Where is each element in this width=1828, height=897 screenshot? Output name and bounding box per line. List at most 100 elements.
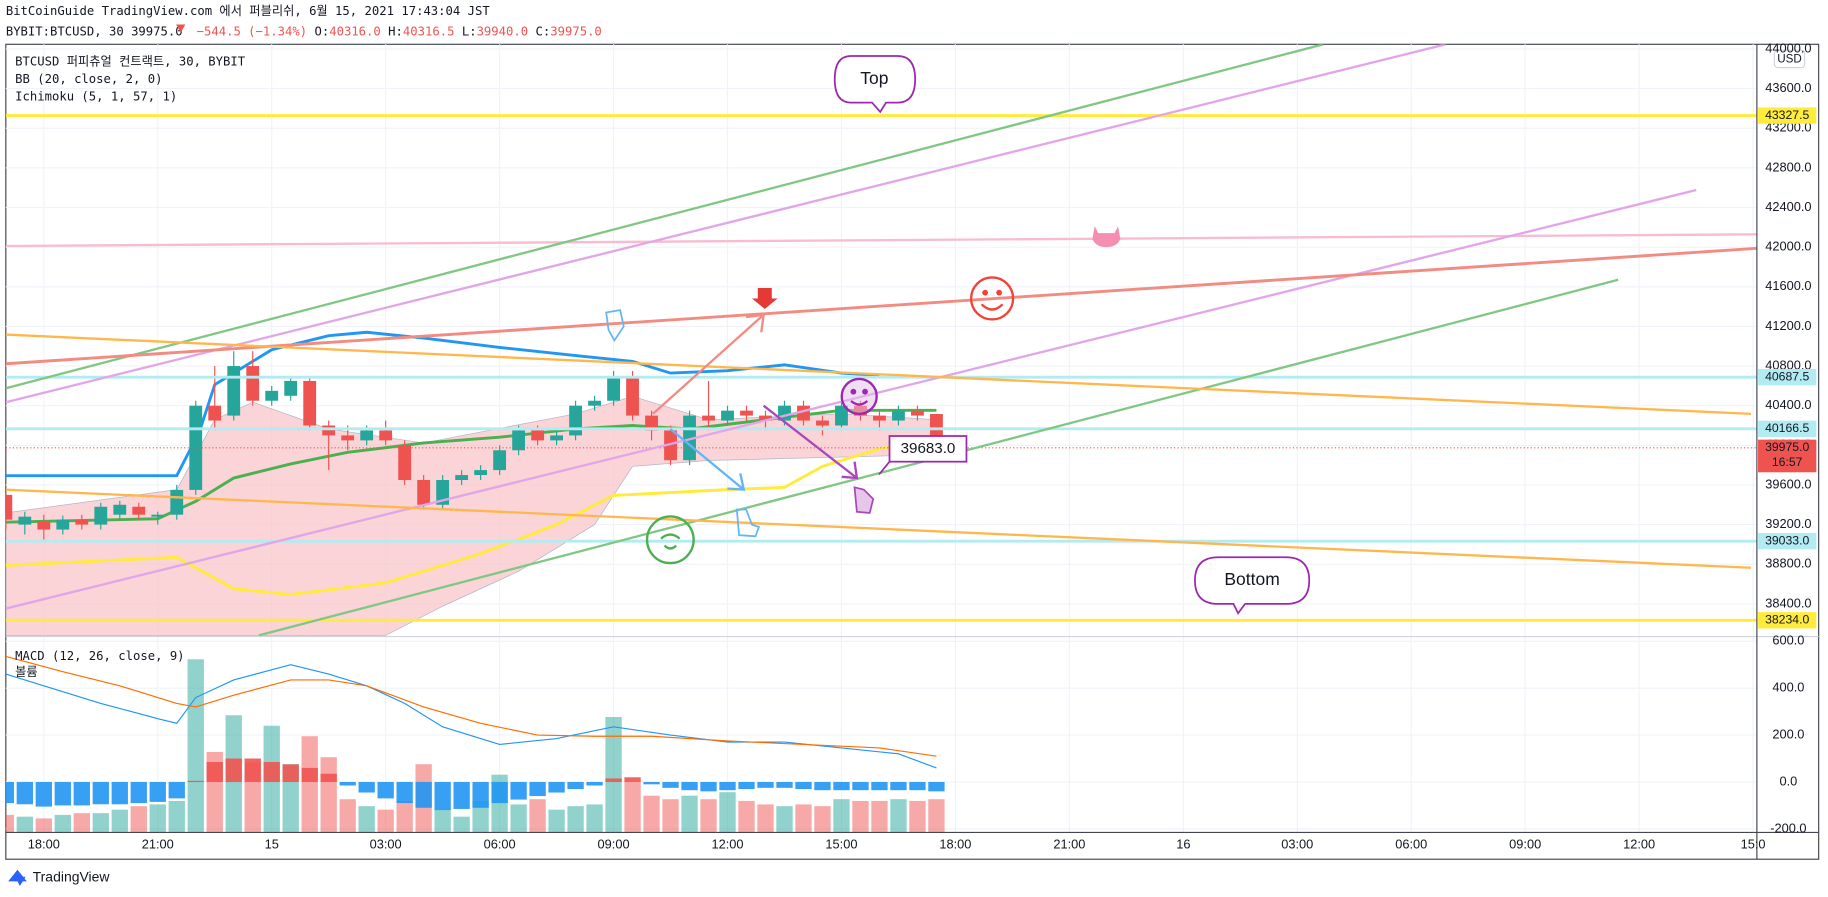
y-tick-label: 200.0 [1772, 726, 1804, 741]
header-title: BitCoinGuide TradingView.com 에서 퍼블리쉬, 6월… [6, 4, 491, 18]
price-label: 40166.5 [1765, 421, 1809, 435]
smiley-purple [840, 377, 878, 416]
last-price-label: 39975.0 [1765, 440, 1809, 454]
candle-body [816, 420, 829, 426]
callout-text: Bottom [1224, 569, 1279, 589]
frame [5, 43, 1820, 860]
volume-bar [453, 816, 470, 833]
down-arrow [751, 287, 778, 309]
histogram-bar [73, 781, 90, 806]
histogram-bar [320, 773, 337, 782]
currency: USD [1777, 53, 1802, 66]
histogram-bar [833, 781, 850, 791]
candle-body [721, 410, 734, 421]
candle-body [835, 405, 848, 426]
volume-bar [567, 806, 584, 833]
price-label-box [1758, 107, 1817, 124]
volume-bar [187, 659, 204, 833]
volume-bar [377, 809, 394, 833]
histogram-bar [529, 781, 546, 797]
price-label-box [1758, 612, 1817, 629]
candle-body [398, 445, 412, 481]
volume-bar [301, 736, 318, 833]
volume-bar [168, 800, 185, 833]
volume-bar [339, 799, 356, 833]
x-tick-label: 21:00 [1053, 837, 1085, 852]
candle-body [56, 519, 70, 530]
h-val: 40316.5 [403, 24, 455, 38]
candle-body [493, 450, 507, 471]
candle-body [360, 430, 374, 441]
y-tick-label: 44000.0 [1765, 40, 1811, 55]
axes: 38400.038800.039200.039600.040000.040400… [28, 40, 1817, 852]
brand: TradingView [8, 869, 110, 887]
volume-bar [643, 795, 660, 833]
histogram-bar [415, 781, 432, 808]
volume-bar [833, 799, 850, 833]
l-key: L: [462, 24, 477, 38]
callout-text: Top [860, 68, 888, 88]
trend-line [5, 488, 1752, 569]
volume-bar [472, 800, 489, 833]
histogram-bar [871, 781, 888, 791]
legend: BTCUSD 퍼피츄얼 컨트랙트, 30, BYBIT [15, 54, 246, 68]
y-tick-label: 41200.0 [1765, 318, 1811, 333]
y-tick-label: 42000.0 [1765, 239, 1811, 254]
price-label-box [1758, 369, 1817, 386]
o-key: O: [314, 24, 329, 38]
volume-bar [624, 781, 641, 833]
y-tick-label: 400.0 [1772, 680, 1804, 695]
histogram-bar [681, 781, 698, 791]
candle-body [911, 410, 924, 416]
candle-body [379, 430, 393, 441]
candle-body [531, 430, 545, 441]
trend-line [5, 44, 1324, 390]
volume-bar [662, 799, 679, 833]
symbol: BYBIT:BTCUSD, 30 [6, 24, 124, 38]
volume-bar [510, 804, 527, 833]
h-key: H: [388, 24, 403, 38]
histogram-bar [700, 781, 717, 792]
histogram-bar [168, 781, 185, 799]
histogram-bar [586, 781, 603, 786]
x-tick-label: 03:00 [1281, 837, 1313, 852]
x-tick-label: 16 [1176, 837, 1190, 852]
drawings [5, 44, 1757, 637]
header-quote: BYBIT:BTCUSD, 30 39975.0 −544.5 (−1.34%) … [6, 24, 602, 38]
arrow [762, 404, 859, 480]
histogram-bar [206, 762, 223, 782]
y-tick-label: 40800.0 [1765, 357, 1811, 372]
indicator-line [5, 439, 937, 597]
histogram-bar [890, 781, 907, 791]
candle-body [284, 380, 298, 396]
histogram-bar [567, 781, 584, 790]
histogram-bar [111, 781, 128, 805]
price-label-box [1758, 532, 1817, 550]
volume-bar [130, 806, 147, 833]
candle-body [455, 475, 469, 481]
volume-bar [605, 716, 622, 833]
countdown: 16:57 [1772, 455, 1803, 469]
volume-bar [396, 800, 413, 833]
smiley-green [645, 515, 695, 565]
c-val: 39975.0 [550, 24, 602, 38]
histogram-bar [339, 781, 356, 786]
histogram-bar [92, 781, 109, 805]
volume-bar [54, 814, 71, 833]
y-tick-label: 42400.0 [1765, 199, 1811, 214]
volume-bar [681, 795, 698, 833]
y-tick-label: 39600.0 [1765, 476, 1811, 491]
volume-bar [149, 804, 166, 833]
y-tick-label: 39200.0 [1765, 516, 1811, 531]
volume-bar [434, 809, 451, 833]
candle-body [18, 516, 32, 525]
histogram-bar [263, 762, 280, 782]
candle-body [75, 519, 89, 525]
candle-body [588, 400, 601, 406]
price-pane [5, 114, 1757, 636]
price-label: 43327.5 [1765, 108, 1809, 122]
histogram-bar [358, 781, 375, 793]
volume-bar [700, 799, 717, 833]
candle-body [132, 506, 146, 515]
candle-body [170, 489, 184, 515]
